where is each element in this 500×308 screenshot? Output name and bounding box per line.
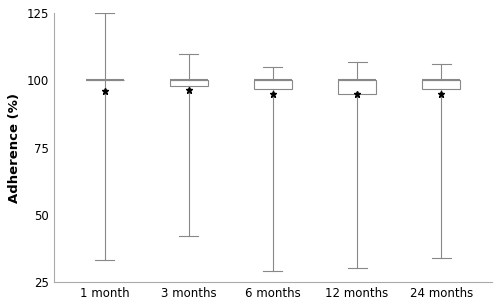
PathPatch shape — [170, 80, 207, 86]
PathPatch shape — [338, 80, 376, 94]
PathPatch shape — [422, 80, 460, 88]
PathPatch shape — [254, 80, 292, 88]
Y-axis label: Adherence (%): Adherence (%) — [8, 93, 22, 203]
